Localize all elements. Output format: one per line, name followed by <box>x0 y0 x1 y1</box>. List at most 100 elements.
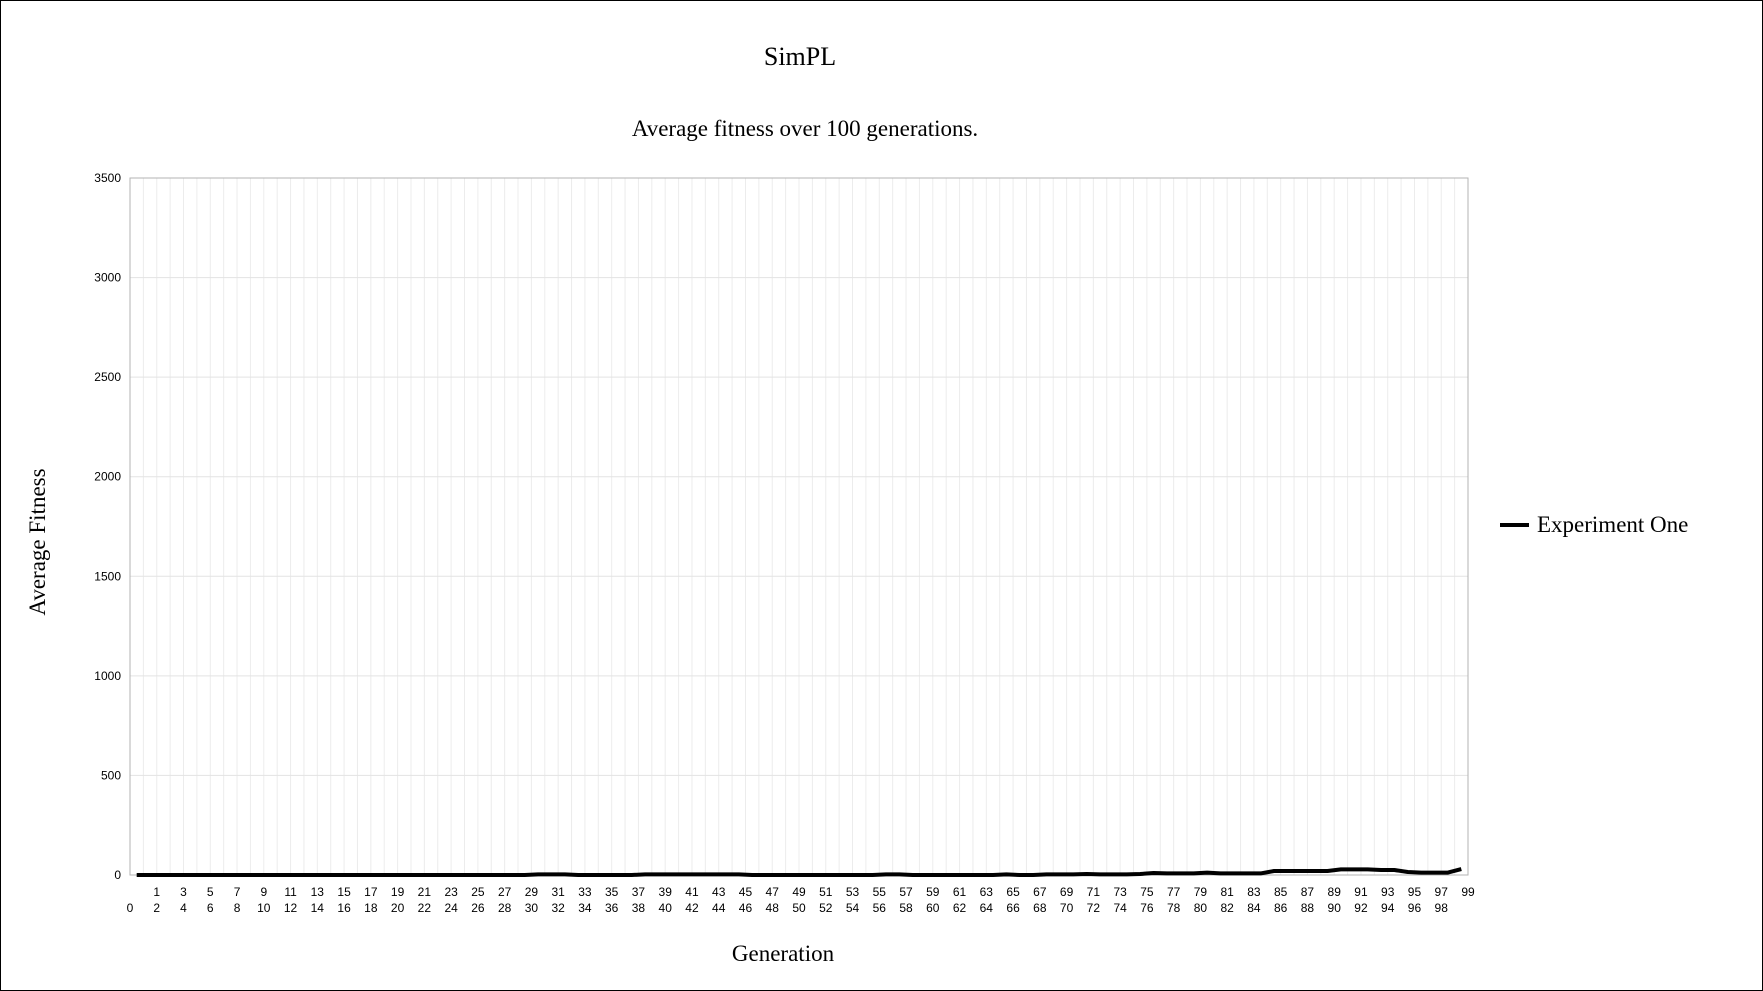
x-tick-label: 48 <box>766 901 780 915</box>
x-tick-label: 77 <box>1167 885 1181 899</box>
x-tick-label: 30 <box>525 901 539 915</box>
x-tick-label: 34 <box>578 901 592 915</box>
x-tick-label: 40 <box>659 901 673 915</box>
x-tick-label: 74 <box>1113 901 1127 915</box>
x-tick-label: 56 <box>873 901 887 915</box>
x-tick-label: 90 <box>1328 901 1342 915</box>
x-tick-label: 82 <box>1220 901 1234 915</box>
x-tick-label: 51 <box>819 885 833 899</box>
x-tick-label: 6 <box>207 901 214 915</box>
series-line-experiment-one <box>136 867 1462 877</box>
x-tick-label: 10 <box>257 901 271 915</box>
x-tick-label: 5 <box>207 885 214 899</box>
x-tick-label: 38 <box>632 901 646 915</box>
x-tick-label: 8 <box>234 901 241 915</box>
x-tick-label: 35 <box>605 885 619 899</box>
x-tick-label: 89 <box>1328 885 1342 899</box>
legend-swatch-experiment-one <box>1500 523 1529 527</box>
x-tick-label: 42 <box>685 901 699 915</box>
x-tick-label: 11 <box>284 885 297 899</box>
x-tick-label: 18 <box>364 901 378 915</box>
x-tick-label: 70 <box>1060 901 1074 915</box>
x-tick-label: 26 <box>471 901 485 915</box>
x-tick-label: 84 <box>1247 901 1261 915</box>
x-tick-label: 67 <box>1033 885 1047 899</box>
x-tick-label: 64 <box>980 901 994 915</box>
x-tick-label: 95 <box>1408 885 1422 899</box>
x-tick-label: 2 <box>153 901 160 915</box>
x-tick-label: 80 <box>1194 901 1208 915</box>
x-tick-label: 52 <box>819 901 833 915</box>
x-tick-label: 57 <box>899 885 913 899</box>
x-tick-label: 54 <box>846 901 860 915</box>
x-tick-label: 31 <box>551 885 565 899</box>
x-tick-label: 58 <box>899 901 913 915</box>
x-tick-label: 27 <box>498 885 512 899</box>
x-tick-label: 63 <box>980 885 994 899</box>
x-tick-label: 69 <box>1060 885 1074 899</box>
x-tick-label: 59 <box>926 885 940 899</box>
x-tick-label: 87 <box>1301 885 1315 899</box>
x-tick-label: 85 <box>1274 885 1288 899</box>
x-tick-label: 50 <box>792 901 806 915</box>
x-axis-ticks: 0123456789101112131415161718192021222324… <box>127 885 1475 915</box>
x-tick-label: 14 <box>311 901 325 915</box>
y-tick-label: 1000 <box>94 669 121 683</box>
y-tick-label: 0 <box>114 868 121 882</box>
x-tick-label: 4 <box>180 901 187 915</box>
x-tick-label: 73 <box>1113 885 1127 899</box>
x-tick-label: 1 <box>153 885 160 899</box>
x-tick-label: 39 <box>659 885 673 899</box>
x-tick-label: 13 <box>311 885 325 899</box>
x-tick-label: 68 <box>1033 901 1047 915</box>
y-tick-label: 2500 <box>94 370 121 384</box>
x-axis-label: Generation <box>731 941 835 966</box>
x-tick-label: 9 <box>260 885 267 899</box>
x-tick-label: 19 <box>391 885 405 899</box>
x-tick-label: 36 <box>605 901 619 915</box>
y-tick-label: 3500 <box>94 171 121 185</box>
y-tick-label: 3000 <box>94 271 121 285</box>
x-tick-label: 60 <box>926 901 940 915</box>
x-tick-label: 3 <box>180 885 187 899</box>
x-tick-label: 93 <box>1381 885 1395 899</box>
x-tick-label: 78 <box>1167 901 1181 915</box>
x-tick-label: 28 <box>498 901 512 915</box>
x-tick-label: 43 <box>712 885 726 899</box>
x-tick-label: 29 <box>525 885 539 899</box>
x-tick-label: 81 <box>1220 885 1234 899</box>
x-tick-label: 71 <box>1087 885 1101 899</box>
x-tick-label: 12 <box>284 901 298 915</box>
series-group <box>136 867 1462 877</box>
x-tick-label: 20 <box>391 901 405 915</box>
x-tick-label: 46 <box>739 901 753 915</box>
chart-title: SimPL <box>763 42 837 71</box>
x-tick-label: 53 <box>846 885 860 899</box>
x-tick-label: 65 <box>1006 885 1020 899</box>
y-tick-label: 1500 <box>94 569 121 583</box>
x-tick-label: 33 <box>578 885 592 899</box>
x-tick-label: 94 <box>1381 901 1395 915</box>
x-tick-label: 92 <box>1354 901 1368 915</box>
x-tick-label: 86 <box>1274 901 1288 915</box>
chart-subtitle: Average fitness over 100 generations. <box>631 116 979 141</box>
x-tick-label: 21 <box>418 885 432 899</box>
x-tick-label: 15 <box>337 885 351 899</box>
x-tick-label: 99 <box>1461 885 1475 899</box>
x-tick-label: 76 <box>1140 901 1154 915</box>
x-tick-label: 41 <box>685 885 699 899</box>
x-tick-label: 44 <box>712 901 726 915</box>
x-tick-label: 23 <box>444 885 458 899</box>
legend: Experiment One <box>1500 512 1688 538</box>
x-tick-label: 79 <box>1194 885 1208 899</box>
y-axis-ticks: 0 500 1000 1500 2000 2500 3000 3500 <box>94 171 121 882</box>
x-tick-label: 61 <box>953 885 967 899</box>
x-tick-label: 83 <box>1247 885 1261 899</box>
x-tick-label: 97 <box>1435 885 1449 899</box>
x-tick-label: 49 <box>792 885 806 899</box>
x-tick-label: 75 <box>1140 885 1154 899</box>
x-tick-label: 37 <box>632 885 646 899</box>
x-tick-label: 0 <box>127 901 134 915</box>
x-tick-label: 88 <box>1301 901 1315 915</box>
